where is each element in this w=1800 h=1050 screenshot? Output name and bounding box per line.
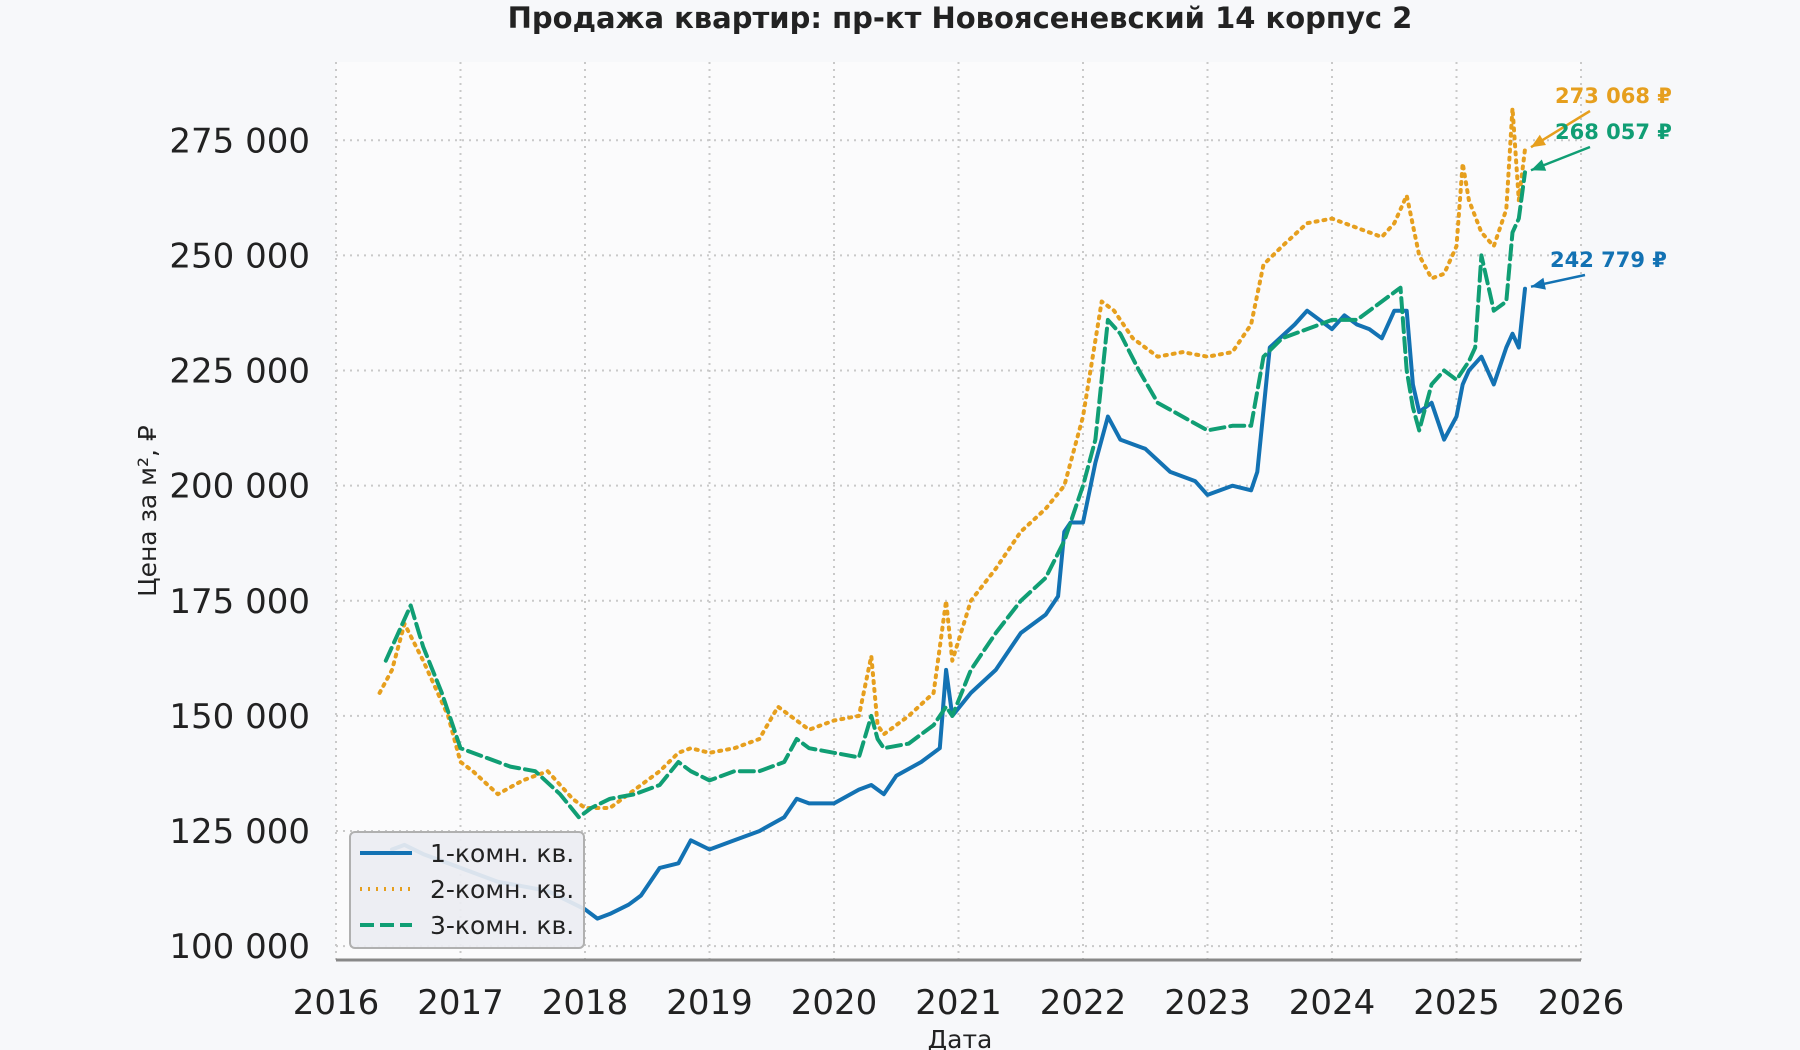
legend-label-2: 2-комн. кв. xyxy=(430,875,574,904)
series-line-3 xyxy=(383,170,1527,820)
tick-layer: 2016 2017 2018 2019 2020 2021 2022 2023 2024 2025… xyxy=(169,121,1624,1023)
y-axis-label: Цена за м², ₽ xyxy=(133,425,162,597)
x-tick-label: 2022 xyxy=(1040,983,1127,1023)
series-line-2 xyxy=(377,106,1527,810)
x-tick-label: 2020 xyxy=(791,983,878,1023)
x-tick-label: 2019 xyxy=(666,983,753,1023)
annotation-arrowhead xyxy=(1531,159,1547,171)
legend-label-3: 3-комн. кв. xyxy=(430,911,574,940)
series-layer xyxy=(377,106,1527,921)
chart-title: Продажа квартир: пр-кт Новоясеневский 14… xyxy=(508,1,1413,35)
y-tick-label: 250 000 xyxy=(169,236,310,276)
annotation-arrowhead xyxy=(1531,134,1546,148)
x-tick-label: 2025 xyxy=(1413,983,1500,1023)
legend-box xyxy=(349,831,585,949)
annotation-label: 268 057 ₽ xyxy=(1555,120,1672,144)
x-tick-label: 2016 xyxy=(293,983,380,1023)
series-line-1 xyxy=(390,286,1527,921)
x-tick-label: 2021 xyxy=(915,983,1002,1023)
y-tick-label: 225 000 xyxy=(169,352,310,392)
grid-layer xyxy=(335,62,1582,960)
x-tick-label: 2018 xyxy=(542,983,629,1023)
y-tick-label: 275 000 xyxy=(169,121,310,161)
x-tick-label: 2017 xyxy=(417,983,504,1023)
y-tick-label: 175 000 xyxy=(169,582,310,622)
annotation-layer: 273 068 ₽ 268 057 ₽ 242 779 ₽ xyxy=(1530,84,1672,290)
x-axis-label: Дата xyxy=(928,1025,993,1050)
legend-label-1: 1-комн. кв. xyxy=(430,839,574,868)
y-tick-label: 200 000 xyxy=(169,467,310,507)
annotation-label: 273 068 ₽ xyxy=(1555,84,1672,108)
x-tick-label: 2024 xyxy=(1289,983,1376,1023)
y-tick-label: 125 000 xyxy=(169,812,310,852)
x-tick-label: 2026 xyxy=(1538,983,1625,1023)
x-tick-label: 2023 xyxy=(1164,983,1251,1023)
annotation-label: 242 779 ₽ xyxy=(1550,248,1667,272)
y-tick-label: 150 000 xyxy=(169,697,310,737)
annotation-arrowhead xyxy=(1531,277,1546,290)
legend: 1-комн. кв. 2-комн. кв. 3-комн. кв. xyxy=(349,831,585,949)
y-tick-label: 100 000 xyxy=(169,927,310,967)
